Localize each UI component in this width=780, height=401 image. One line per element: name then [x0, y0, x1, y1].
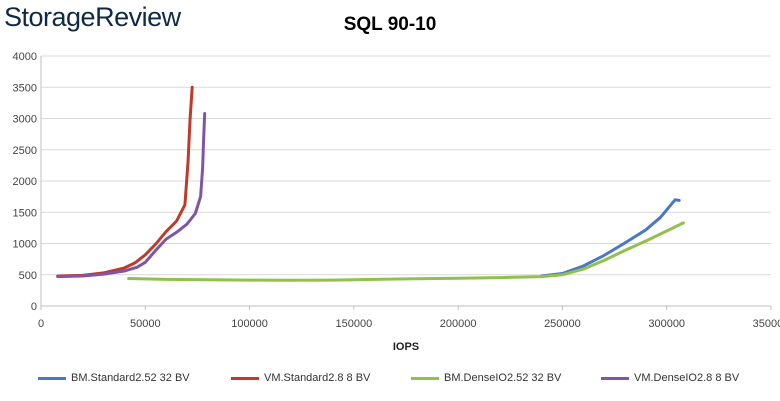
series-line-3	[127, 221, 685, 282]
y-tick-label: 1000	[13, 239, 37, 251]
y-tick-label: 3500	[13, 82, 37, 94]
legend-item-bm-standard: BM.Standard2.52 32 BV	[38, 372, 190, 384]
x-tick-label: 350000	[753, 318, 780, 330]
y-tick-label: 4000	[13, 51, 37, 63]
legend-swatch-green	[411, 376, 439, 380]
x-axis-title: IOPS	[393, 341, 419, 353]
y-tick-label: 2500	[13, 145, 37, 157]
legend-label: BM.DenseIO2.52 32 BV	[444, 372, 562, 384]
legend-item-vm-standard: VM.Standard2.8 8 BV	[231, 372, 370, 384]
legend: BM.Standard2.52 32 BV VM.Standard2.8 8 B…	[0, 372, 780, 386]
x-tick-label: 200000	[440, 318, 477, 330]
x-tick-label: 0	[38, 318, 44, 330]
legend-label: VM.Standard2.8 8 BV	[264, 372, 371, 384]
legend-swatch-purple	[601, 376, 629, 380]
y-tick-label: 1500	[13, 207, 37, 219]
y-tick-label: 2000	[13, 176, 37, 188]
x-tick-label: 50000	[130, 318, 161, 330]
legend-swatch-red	[231, 376, 259, 380]
series-line-4	[56, 112, 207, 279]
tick-labels: 0 500 1000 1500 2000 2500 3000 3500 4000 0 50000 10…	[13, 51, 780, 330]
legend-label: BM.Standard2.52 32 BV	[71, 372, 190, 384]
series-line-2	[56, 85, 194, 278]
y-tick-label: 0	[31, 301, 37, 313]
legend-label: VM.DenseIO2.8 8 BV	[634, 372, 740, 384]
legend-item-bm-denseio: BM.DenseIO2.52 32 BV	[411, 372, 561, 384]
chart-title: SQL 90-10	[343, 14, 437, 35]
storagereview-logo: StorageReview	[4, 2, 181, 32]
legend-item-vm-denseio: VM.DenseIO2.8 8 BV	[601, 372, 739, 384]
series-line-1	[540, 198, 681, 278]
x-tick-label: 250000	[544, 318, 581, 330]
gridlines	[41, 55, 771, 276]
series-lines	[56, 85, 685, 282]
x-tick-label: 100000	[231, 318, 268, 330]
x-tick-label: 300000	[648, 318, 685, 330]
y-tick-label: 500	[19, 270, 37, 282]
x-tick-label: 150000	[335, 318, 372, 330]
axes	[40, 56, 772, 310]
legend-swatch-blue	[38, 376, 66, 380]
y-tick-label: 3000	[13, 114, 37, 126]
